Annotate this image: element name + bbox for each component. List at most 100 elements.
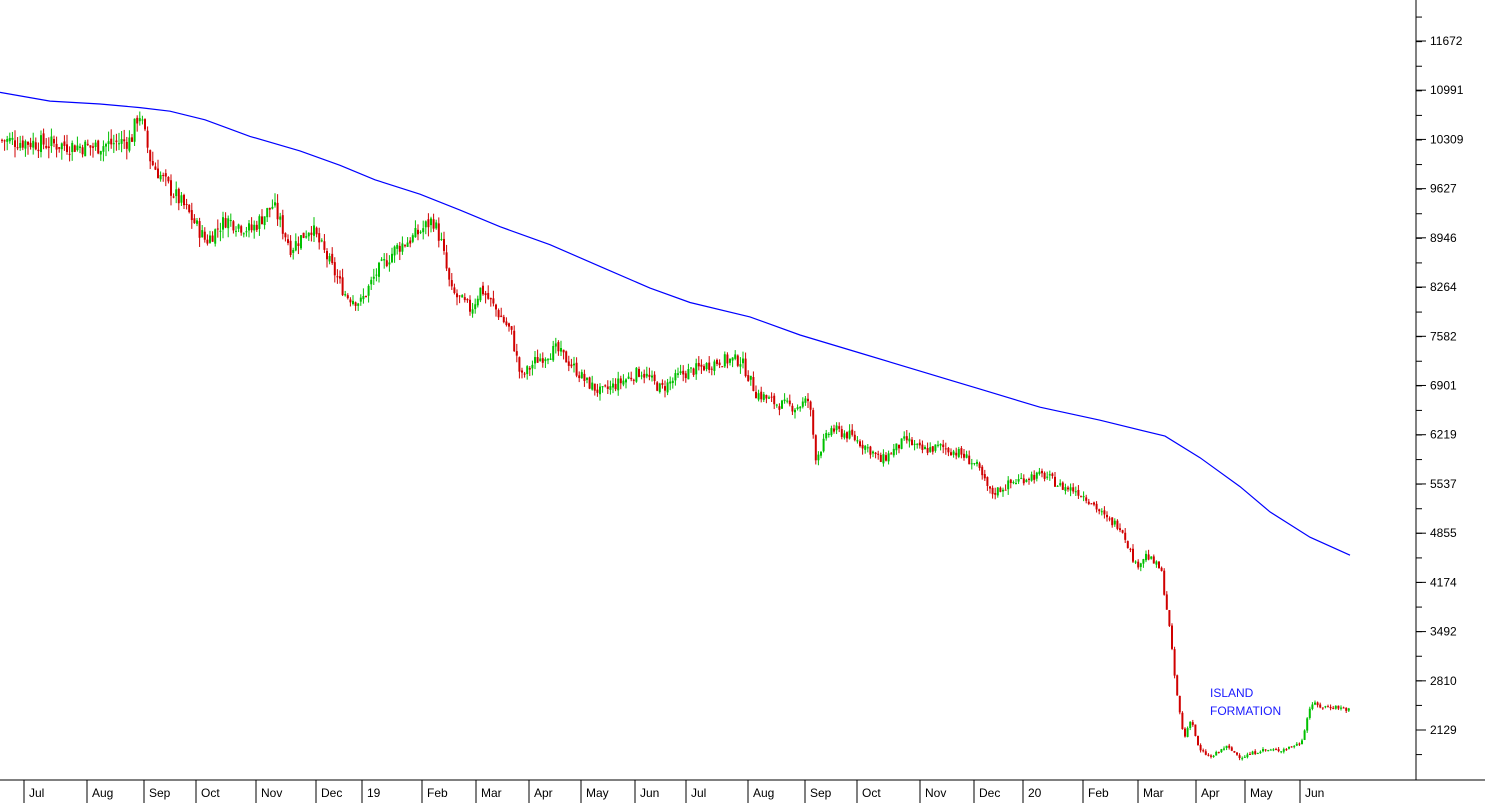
candle [248,219,250,238]
candle-body [804,398,807,403]
y-tick-label: 8946 [1430,231,1457,245]
candle-body [692,368,695,375]
candle-body [1012,482,1015,484]
candle-body [749,375,752,380]
candle [554,337,557,354]
candle [154,162,157,171]
candle-body [1254,751,1257,754]
candle [560,340,562,356]
candle [690,367,692,373]
x-tick-label: Feb [427,786,448,800]
candle-body [258,216,261,229]
candle [838,422,841,433]
y-tick-label: 6901 [1430,378,1457,392]
candle-body [1077,489,1080,496]
candle-body [383,259,386,261]
candle-body [1204,751,1207,755]
candle [820,451,822,459]
candle-body [354,302,357,306]
candle-body [6,138,9,142]
candle-body [1080,496,1082,498]
candle [1293,744,1296,749]
candle [521,367,523,379]
candle-body [437,223,440,241]
candle-body [596,389,599,393]
candle-body [1197,735,1199,746]
candle [76,136,79,152]
candle [747,370,750,382]
candle-body [328,256,331,262]
candle [500,307,503,318]
candle-body [1093,502,1095,505]
candle-body [396,245,399,249]
candle-body [1207,754,1210,756]
candle [1215,750,1218,756]
candle [232,220,235,234]
candle [1186,726,1189,738]
candle [1069,483,1072,497]
candle-body [911,439,913,446]
x-tick-label: Jun [640,786,659,800]
candle-body [68,153,71,155]
candle [461,294,464,298]
candle-body [1051,473,1054,476]
candle-body [635,367,638,382]
candle [762,391,765,403]
candle [1015,478,1017,485]
candle [1337,705,1340,711]
candle-body [697,362,700,367]
candle [1340,705,1342,711]
candle-body [1319,704,1322,708]
candle [687,363,690,380]
candle [94,139,97,151]
candle [391,247,393,264]
x-tick-label: Oct [201,786,220,800]
candle-body [482,285,484,295]
candle [508,322,510,332]
candle-body [827,433,830,435]
candle [887,450,890,465]
candle [1103,506,1106,519]
candle [157,159,159,179]
candle-body [458,295,461,297]
candle [1004,484,1007,491]
candle-body [1178,695,1181,713]
candle-body [638,368,640,377]
y-tick-label: 10991 [1430,83,1464,97]
candle [1347,707,1350,713]
y-tick-label: 4855 [1430,526,1457,540]
candle [957,446,960,459]
candle-body [99,151,102,155]
candle-body [921,444,924,450]
candle [1168,610,1171,627]
candle-body [24,141,27,149]
candle-body [112,143,115,145]
candle-body [1259,751,1262,754]
candle-body [255,224,258,230]
candle-body [105,144,107,147]
x-tick-label: Dec [979,786,1000,800]
candle-body [1067,487,1069,490]
candle [430,216,432,233]
candle [133,118,136,146]
candle-body [560,348,562,352]
candle [16,137,19,151]
candle [1249,751,1251,755]
candle [297,236,300,255]
candle [484,290,487,304]
candle-body [814,435,817,461]
candle [1178,695,1181,715]
candle-body [471,309,474,314]
candle-body [125,141,128,149]
candle [908,432,911,448]
candle [1306,717,1309,733]
candle-body [73,145,76,152]
candle [268,207,271,218]
candle-body [1030,474,1033,481]
candle-body [159,174,162,180]
candle-body [783,399,786,402]
candle [136,115,139,132]
candle-body [1184,728,1186,737]
candle [388,255,391,272]
candle [1067,485,1069,492]
